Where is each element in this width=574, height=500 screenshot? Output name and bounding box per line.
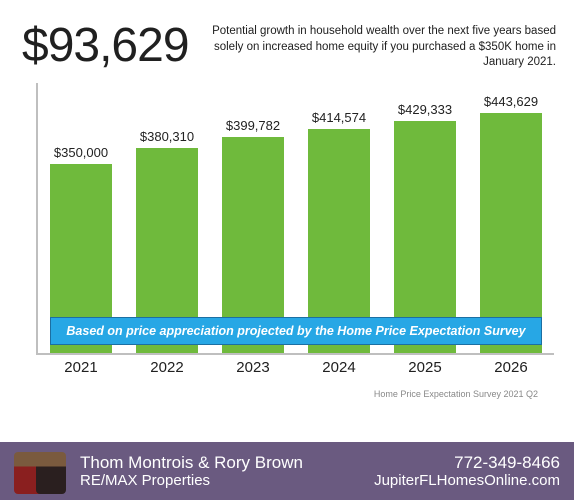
- x-axis-label: 2021: [38, 359, 124, 383]
- avatar-icon: [36, 452, 66, 494]
- header: $93,629 Potential growth in household we…: [0, 0, 574, 73]
- bar-column: $414,574: [296, 83, 382, 353]
- x-labels: 202120222023202420252026: [38, 359, 554, 383]
- bar-chart: $350,000 $380,310 $399,782 $414,574 $429,333…: [36, 83, 554, 383]
- chart-area: $350,000 $380,310 $399,782 $414,574 $429,333…: [0, 73, 574, 442]
- bar-column: $429,333: [382, 83, 468, 353]
- bar-value-label: $429,333: [398, 102, 452, 117]
- agent-photo: [14, 448, 70, 494]
- bar-value-label: $414,574: [312, 110, 366, 125]
- bars-container: $350,000 $380,310 $399,782 $414,574 $429,333…: [38, 83, 554, 353]
- headline-subtext: Potential growth in household wealth ove…: [203, 18, 556, 71]
- x-axis: [36, 353, 554, 355]
- bar-value-label: $380,310: [140, 129, 194, 144]
- bar-value-label: $443,629: [484, 94, 538, 109]
- bar-column: $399,782: [210, 83, 296, 353]
- bar-column: $350,000: [38, 83, 124, 353]
- x-axis-label: 2023: [210, 359, 296, 383]
- agent-name: Thom Montrois & Rory Brown: [80, 453, 303, 473]
- agent-website: JupiterFLHomesOnline.com: [374, 472, 560, 489]
- bar-value-label: $399,782: [226, 118, 280, 133]
- x-axis-label: 2025: [382, 359, 468, 383]
- source-citation: Home Price Expectation Survey 2021 Q2: [36, 383, 554, 399]
- page-container: $93,629 Potential growth in household we…: [0, 0, 574, 500]
- x-axis-label: 2022: [124, 359, 210, 383]
- headline-figure: $93,629: [22, 18, 189, 73]
- footer-bar: Thom Montrois & Rory Brown RE/MAX Proper…: [0, 442, 574, 500]
- chart-banner: Based on price appreciation projected by…: [50, 317, 542, 345]
- bar-column: $443,629: [468, 83, 554, 353]
- agent-phone: 772-349-8466: [454, 453, 560, 473]
- bar-value-label: $350,000: [54, 145, 108, 160]
- x-axis-label: 2026: [468, 359, 554, 383]
- agent-info: Thom Montrois & Rory Brown RE/MAX Proper…: [80, 453, 303, 490]
- contact-info: 772-349-8466 JupiterFLHomesOnline.com: [374, 453, 560, 490]
- x-axis-label: 2024: [296, 359, 382, 383]
- bar-column: $380,310: [124, 83, 210, 353]
- agent-company: RE/MAX Properties: [80, 472, 303, 489]
- chart-banner-text: Based on price appreciation projected by…: [66, 324, 525, 338]
